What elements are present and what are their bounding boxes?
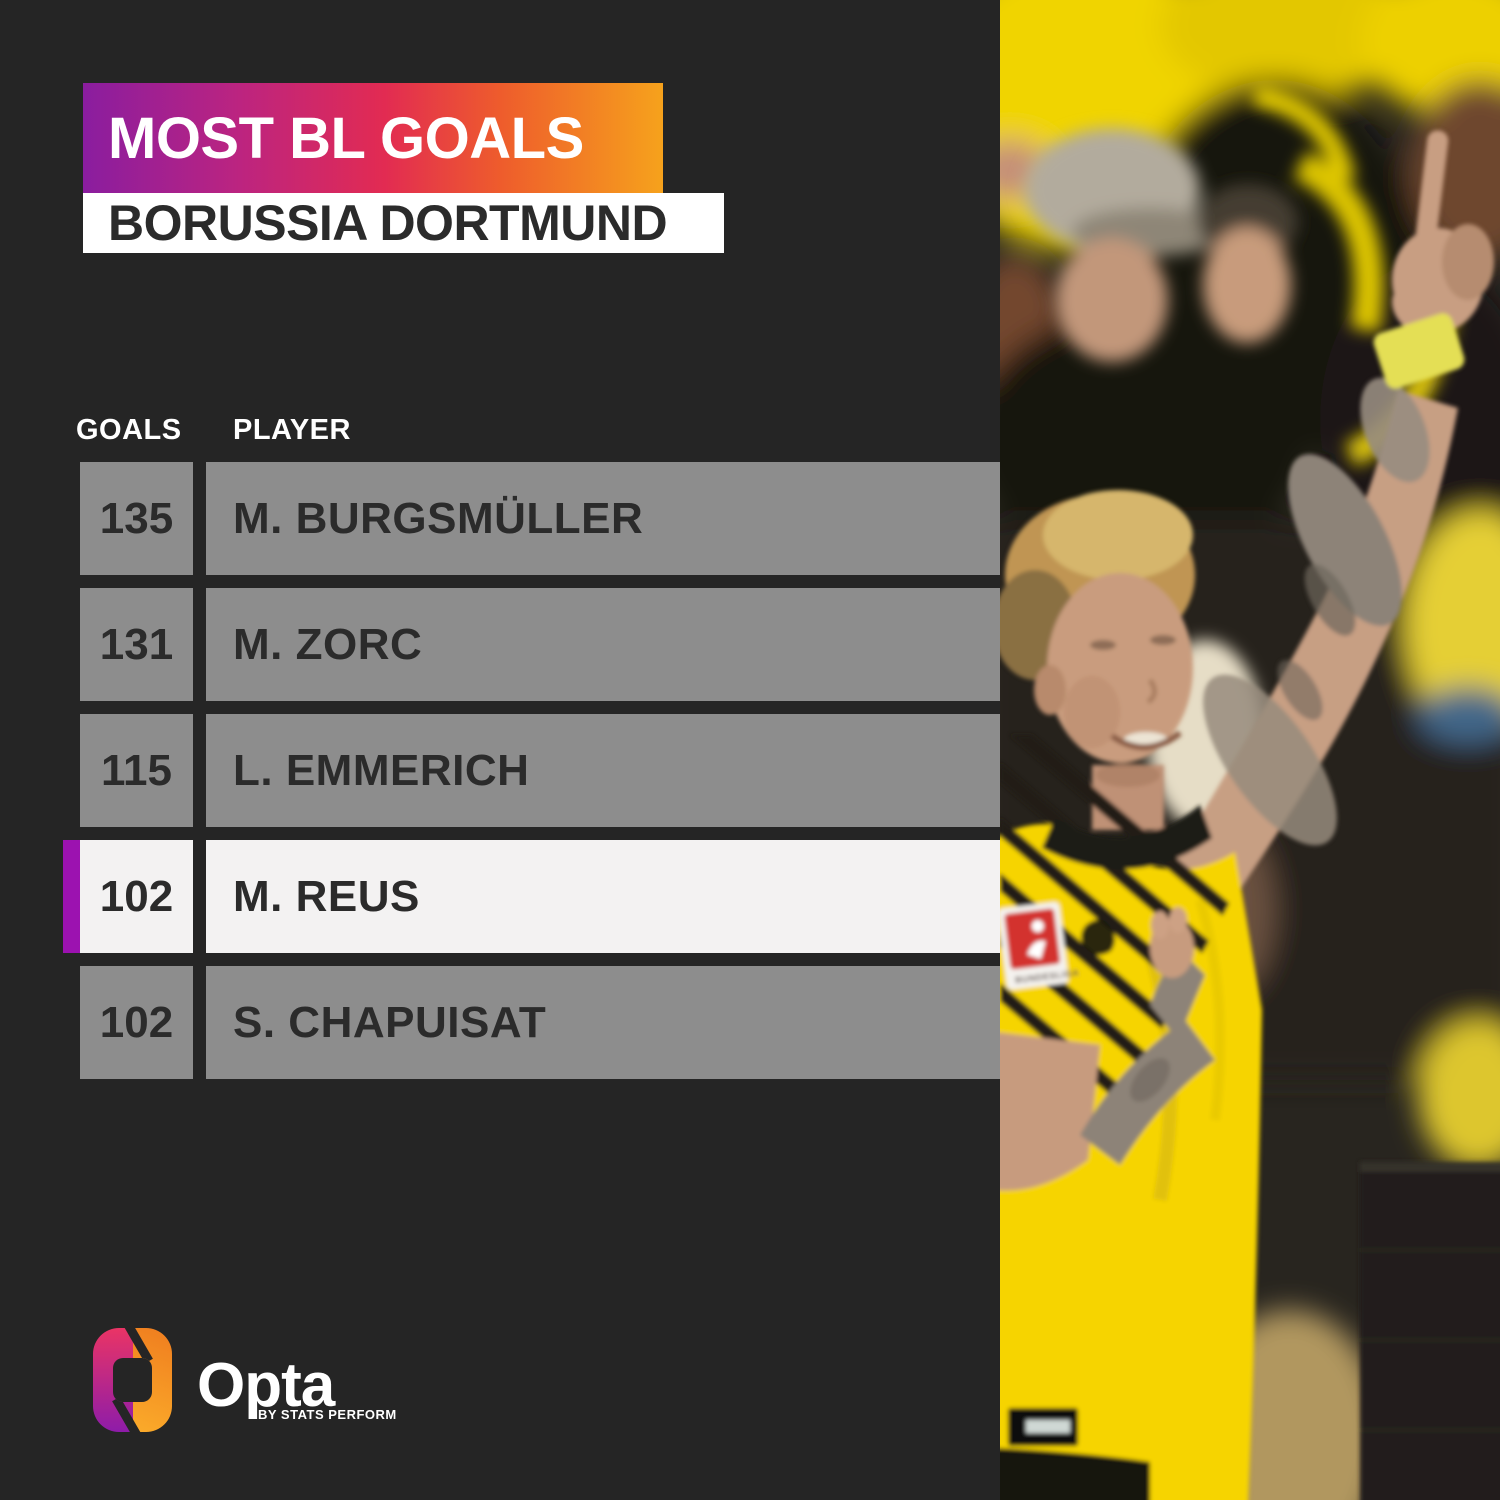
- bundesliga-patch: BUNDESLIGA: [1000, 901, 1080, 990]
- table-row: 115 L. EMMERICH: [63, 714, 1000, 827]
- shirt-hem: [1000, 1408, 1150, 1500]
- table-column-headers: GOALS PLAYER: [0, 414, 1000, 448]
- table-row: 131 M. ZORC: [63, 588, 1000, 701]
- opta-tagline: BY STATS PERFORM: [258, 1407, 397, 1422]
- goals-cell: 102: [80, 966, 193, 1079]
- player-cell: M. ZORC: [206, 588, 1000, 701]
- table-row-highlighted: 102 M. REUS: [63, 840, 1000, 953]
- row-accent-bar: [63, 588, 80, 701]
- opta-wordmark: Opta: [197, 1351, 335, 1420]
- highlight-accent-bar: [63, 840, 80, 953]
- yellow-wristband: [1373, 313, 1465, 389]
- subtitle-banner: BORUSSIA DORTMUND: [83, 193, 724, 253]
- raised-arm: [1148, 377, 1458, 935]
- player-head: [1000, 490, 1195, 830]
- crossed-arm: [1000, 907, 1215, 1191]
- row-accent-bar: [63, 462, 80, 575]
- goals-cell: 102: [80, 840, 193, 953]
- page-title: MOST BL GOALS: [108, 105, 584, 171]
- goals-table: 135 M. BURGSMÜLLER 131 M. ZORC 115 L. EM…: [63, 462, 1000, 1092]
- player-figure: BUNDESLIGA: [1000, 130, 1494, 1500]
- column-header-goals: GOALS: [76, 414, 182, 446]
- player-cell: M. REUS: [206, 840, 1000, 953]
- table-row: 135 M. BURGSMÜLLER: [63, 462, 1000, 575]
- player-cell: M. BURGSMÜLLER: [206, 462, 1000, 575]
- puma-logo: [1081, 919, 1115, 955]
- player-cell: L. EMMERICH: [206, 714, 1000, 827]
- row-accent-bar: [63, 966, 80, 1079]
- player-cell: S. CHAPUISAT: [206, 966, 1000, 1079]
- player-photo: BUNDESLIGA: [1000, 0, 1500, 1500]
- stadium-seat-panel: [1360, 1162, 1500, 1500]
- title-banner: MOST BL GOALS: [83, 83, 663, 193]
- column-header-player: PLAYER: [233, 414, 351, 446]
- shirt-collar: [1042, 805, 1212, 870]
- opta-logo-icon: [93, 1328, 172, 1432]
- goals-cell: 135: [80, 462, 193, 575]
- table-row: 102 S. CHAPUISAT: [63, 966, 1000, 1079]
- goals-cell: 115: [80, 714, 193, 827]
- pointing-hand: [1373, 130, 1494, 389]
- page-subtitle: BORUSSIA DORTMUND: [108, 195, 668, 251]
- goals-cell: 131: [80, 588, 193, 701]
- row-accent-bar: [63, 714, 80, 827]
